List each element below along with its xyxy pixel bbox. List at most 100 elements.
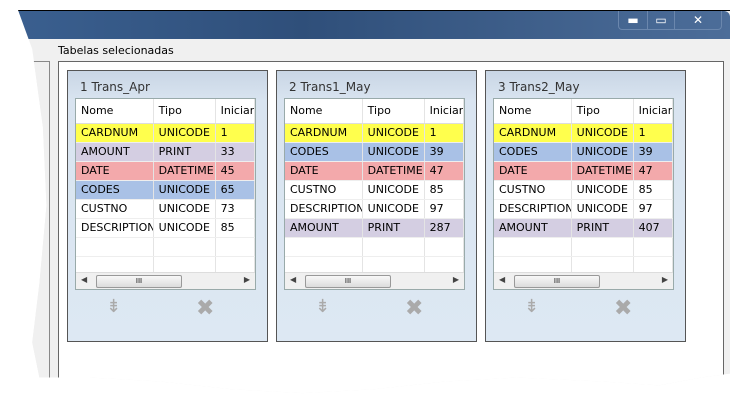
table-row[interactable]: DESCRIPTION UNICODE 97 — [494, 200, 673, 219]
cell — [494, 257, 572, 275]
grid-header: Nome Tipo Iniciar — [285, 99, 464, 124]
column-header[interactable]: Nome — [494, 99, 572, 123]
cell — [154, 257, 216, 275]
cell — [363, 238, 425, 256]
column-header[interactable]: Iniciar — [425, 99, 464, 123]
table-row[interactable]: CUSTNO UNICODE 73 — [76, 200, 255, 219]
table-row[interactable]: DATE DATETIME 47 — [494, 162, 673, 181]
table-row[interactable] — [285, 238, 464, 257]
remove-icon[interactable]: ✖ — [196, 296, 215, 321]
table-panel: 1 Trans_Apr Nome Tipo Iniciar CARDNUM UNICODE… — [67, 70, 268, 342]
merge-icon[interactable]: ⇟ — [106, 296, 122, 317]
table-row[interactable]: DATE DATETIME 47 — [285, 162, 464, 181]
cell: DATE — [285, 162, 363, 180]
cell — [76, 238, 154, 256]
cell: DESCRIPTION — [285, 200, 363, 218]
table-row[interactable]: CODES UNICODE 65 — [76, 181, 255, 200]
cell: PRINT — [572, 219, 634, 237]
remove-icon[interactable]: ✖ — [614, 296, 633, 321]
cell: 1 — [634, 124, 673, 142]
panel-title: 3 Trans2_May — [498, 80, 580, 94]
left-pane — [18, 61, 50, 394]
table-row[interactable]: CARDNUM UNICODE 1 — [76, 124, 255, 143]
column-header[interactable]: Iniciar — [216, 99, 255, 123]
fields-grid: Nome Tipo Iniciar CARDNUM UNICODE 1 AMOUNT PRIN… — [75, 98, 256, 290]
table-row[interactable]: CUSTNO UNICODE 85 — [285, 181, 464, 200]
cell — [363, 257, 425, 275]
table-row[interactable]: DESCRIPTION UNICODE 85 — [76, 219, 255, 238]
panel-title: 1 Trans_Apr — [80, 80, 150, 94]
close-button[interactable]: ✕ — [674, 11, 721, 29]
cell: DESCRIPTION — [76, 219, 154, 237]
table-row[interactable] — [494, 238, 673, 257]
scroll-right-icon[interactable]: ▶ — [661, 275, 668, 284]
window: ▬ ▭ ✕ Tabelas selecionadas 1 Trans_Apr No… — [18, 10, 730, 394]
cell — [425, 238, 464, 256]
cell: AMOUNT — [76, 143, 154, 161]
cell — [425, 257, 464, 275]
table-row[interactable]: AMOUNT PRINT 33 — [76, 143, 255, 162]
column-header[interactable]: Tipo — [572, 99, 634, 123]
table-panel: 3 Trans2_May Nome Tipo Iniciar CARDNUM UNICOD… — [485, 70, 686, 342]
column-header[interactable]: Nome — [76, 99, 154, 123]
fields-grid: Nome Tipo Iniciar CARDNUM UNICODE 1 CODES UNICO… — [493, 98, 674, 290]
grid-header: Nome Tipo Iniciar — [494, 99, 673, 124]
table-row[interactable]: AMOUNT PRINT 407 — [494, 219, 673, 238]
cell — [154, 238, 216, 256]
horizontal-scrollbar[interactable]: ◀ III ▶ — [285, 272, 464, 289]
horizontal-scrollbar[interactable]: ◀ III ▶ — [76, 272, 255, 289]
scroll-left-icon[interactable]: ◀ — [499, 275, 506, 284]
table-row[interactable]: AMOUNT PRINT 287 — [285, 219, 464, 238]
cell: CUSTNO — [76, 200, 154, 218]
cell: 97 — [425, 200, 464, 218]
scroll-left-icon[interactable]: ◀ — [290, 275, 297, 284]
table-row[interactable]: CARDNUM UNICODE 1 — [494, 124, 673, 143]
cell: DATETIME — [154, 162, 216, 180]
scroll-thumb[interactable]: III — [96, 275, 182, 288]
cell: UNICODE — [363, 181, 425, 199]
cell — [572, 238, 634, 256]
maximize-button[interactable]: ▭ — [647, 11, 674, 29]
table-row[interactable]: CODES UNICODE 39 — [494, 143, 673, 162]
cell: 85 — [216, 219, 255, 237]
cell: CARDNUM — [285, 124, 363, 142]
column-header[interactable]: Iniciar — [634, 99, 673, 123]
cell: UNICODE — [154, 200, 216, 218]
column-header[interactable]: Tipo — [154, 99, 216, 123]
cell: DATETIME — [572, 162, 634, 180]
cell — [216, 257, 255, 275]
remove-icon[interactable]: ✖ — [405, 296, 424, 321]
cell — [634, 238, 673, 256]
cell: UNICODE — [572, 143, 634, 161]
table-row[interactable]: CUSTNO UNICODE 85 — [494, 181, 673, 200]
scroll-thumb[interactable]: III — [514, 275, 600, 288]
cell: AMOUNT — [285, 219, 363, 237]
cell: 65 — [216, 181, 255, 199]
cell — [572, 257, 634, 275]
cell: UNICODE — [572, 124, 634, 142]
table-row[interactable] — [76, 238, 255, 257]
cell: 33 — [216, 143, 255, 161]
merge-icon[interactable]: ⇟ — [315, 296, 331, 317]
cell: UNICODE — [363, 124, 425, 142]
cell: AMOUNT — [494, 219, 572, 237]
cell: DATE — [494, 162, 572, 180]
scroll-left-icon[interactable]: ◀ — [81, 275, 88, 284]
cell — [216, 238, 255, 256]
scroll-right-icon[interactable]: ▶ — [243, 275, 250, 284]
merge-icon[interactable]: ⇟ — [524, 296, 540, 317]
scroll-thumb[interactable]: III — [305, 275, 391, 288]
scroll-right-icon[interactable]: ▶ — [452, 275, 459, 284]
panel-title: 2 Trans1_May — [289, 80, 371, 94]
cell: CODES — [76, 181, 154, 199]
column-header[interactable]: Nome — [285, 99, 363, 123]
horizontal-scrollbar[interactable]: ◀ III ▶ — [494, 272, 673, 289]
table-row[interactable]: DESCRIPTION UNICODE 97 — [285, 200, 464, 219]
minimize-button[interactable]: ▬ — [627, 13, 639, 27]
column-header[interactable]: Tipo — [363, 99, 425, 123]
table-row[interactable]: CARDNUM UNICODE 1 — [285, 124, 464, 143]
table-row[interactable]: DATE DATETIME 45 — [76, 162, 255, 181]
cell: UNICODE — [572, 181, 634, 199]
title-bar: ▬ ▭ ✕ — [18, 11, 730, 39]
table-row[interactable]: CODES UNICODE 39 — [285, 143, 464, 162]
